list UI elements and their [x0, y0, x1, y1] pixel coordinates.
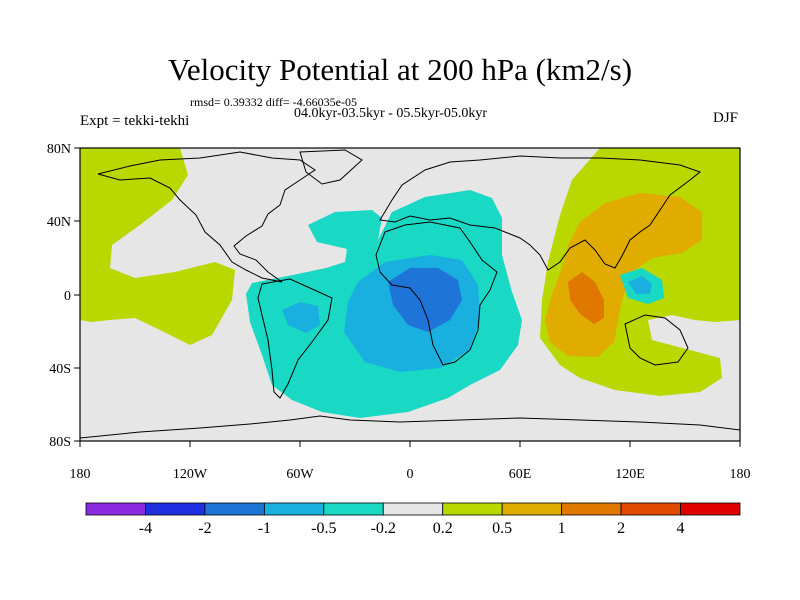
colorbar-label: -1 — [257, 520, 272, 537]
colorbar-swatch — [145, 502, 206, 516]
coastlines — [80, 149, 740, 439]
y-tick-labels: 80N 40N 0 40S 80S — [47, 142, 71, 450]
colorbar-swatch — [263, 502, 325, 516]
colorbar-label: 1 — [557, 520, 566, 537]
coast-greenland — [299, 149, 363, 185]
y-tick-label: 0 — [64, 289, 71, 304]
contour-darkorange-indian-ocean — [568, 272, 604, 324]
coast-south-america — [257, 278, 333, 399]
colorbar-swatch — [85, 502, 146, 516]
colorbar-label: 0.2 — [432, 520, 453, 537]
contour-lime-east-pacific — [80, 148, 235, 345]
x-tick-labels: 180 120W 60W 0 60E 120E 180 — [70, 467, 751, 482]
x-tick-label: 180 — [70, 467, 91, 482]
season-label: DJF — [713, 110, 739, 126]
y-tick-label: 40S — [49, 362, 71, 377]
coast-australia — [624, 314, 689, 366]
colorbar-swatch — [501, 502, 563, 516]
coast-eurasia — [379, 155, 702, 271]
colorbar-swatch — [204, 502, 265, 516]
x-tick-label: 180 — [730, 467, 751, 482]
contour-blue-minimum — [388, 268, 462, 332]
colorbar-label: -4 — [138, 520, 153, 537]
rmsd-diff-stats: rmsd= 0.39332 diff= -4.66035e-05 — [190, 95, 357, 109]
colorbar-swatch — [382, 502, 444, 516]
colorbar — [85, 502, 741, 516]
experiment-label: Expt = tekki-tekhi — [80, 113, 190, 129]
y-tick-label: 80N — [47, 142, 71, 157]
coast-north-america — [97, 151, 316, 283]
colorbar-swatch — [620, 502, 681, 516]
x-tick-label: 120E — [615, 467, 645, 482]
coast-antarctica — [80, 415, 740, 439]
x-tick-label: 120W — [173, 467, 208, 482]
tick-marks — [74, 147, 741, 447]
y-tick-label: 40N — [47, 215, 71, 230]
colorbar-swatch — [561, 502, 622, 516]
colorbar-label: -2 — [198, 520, 212, 537]
colorbar-label: 4 — [676, 520, 685, 537]
plot-title: Velocity Potential at 200 hPa (km2/s) — [167, 52, 633, 87]
period-label: 04.0kyr-03.5kyr - 05.5kyr-05.0kyr — [294, 106, 488, 121]
x-tick-label: 60E — [509, 467, 532, 482]
colorbar-swatch — [442, 502, 503, 516]
coast-africa — [375, 221, 498, 366]
y-tick-label: 80S — [49, 435, 71, 450]
x-tick-label: 60W — [286, 467, 314, 482]
colorbar-swatch — [680, 502, 741, 516]
contour-fills — [80, 148, 740, 418]
contour-lightblue-southamerica — [282, 302, 320, 333]
colorbar-swatch — [323, 502, 384, 516]
colorbar-label: -0.2 — [370, 520, 396, 537]
x-tick-label: 0 — [407, 467, 414, 482]
contour-lightblue-maritime — [628, 276, 652, 294]
colorbar-label: -0.5 — [311, 520, 337, 537]
colorbar-label: 0.5 — [492, 520, 513, 537]
colorbar-label: 2 — [617, 520, 626, 537]
